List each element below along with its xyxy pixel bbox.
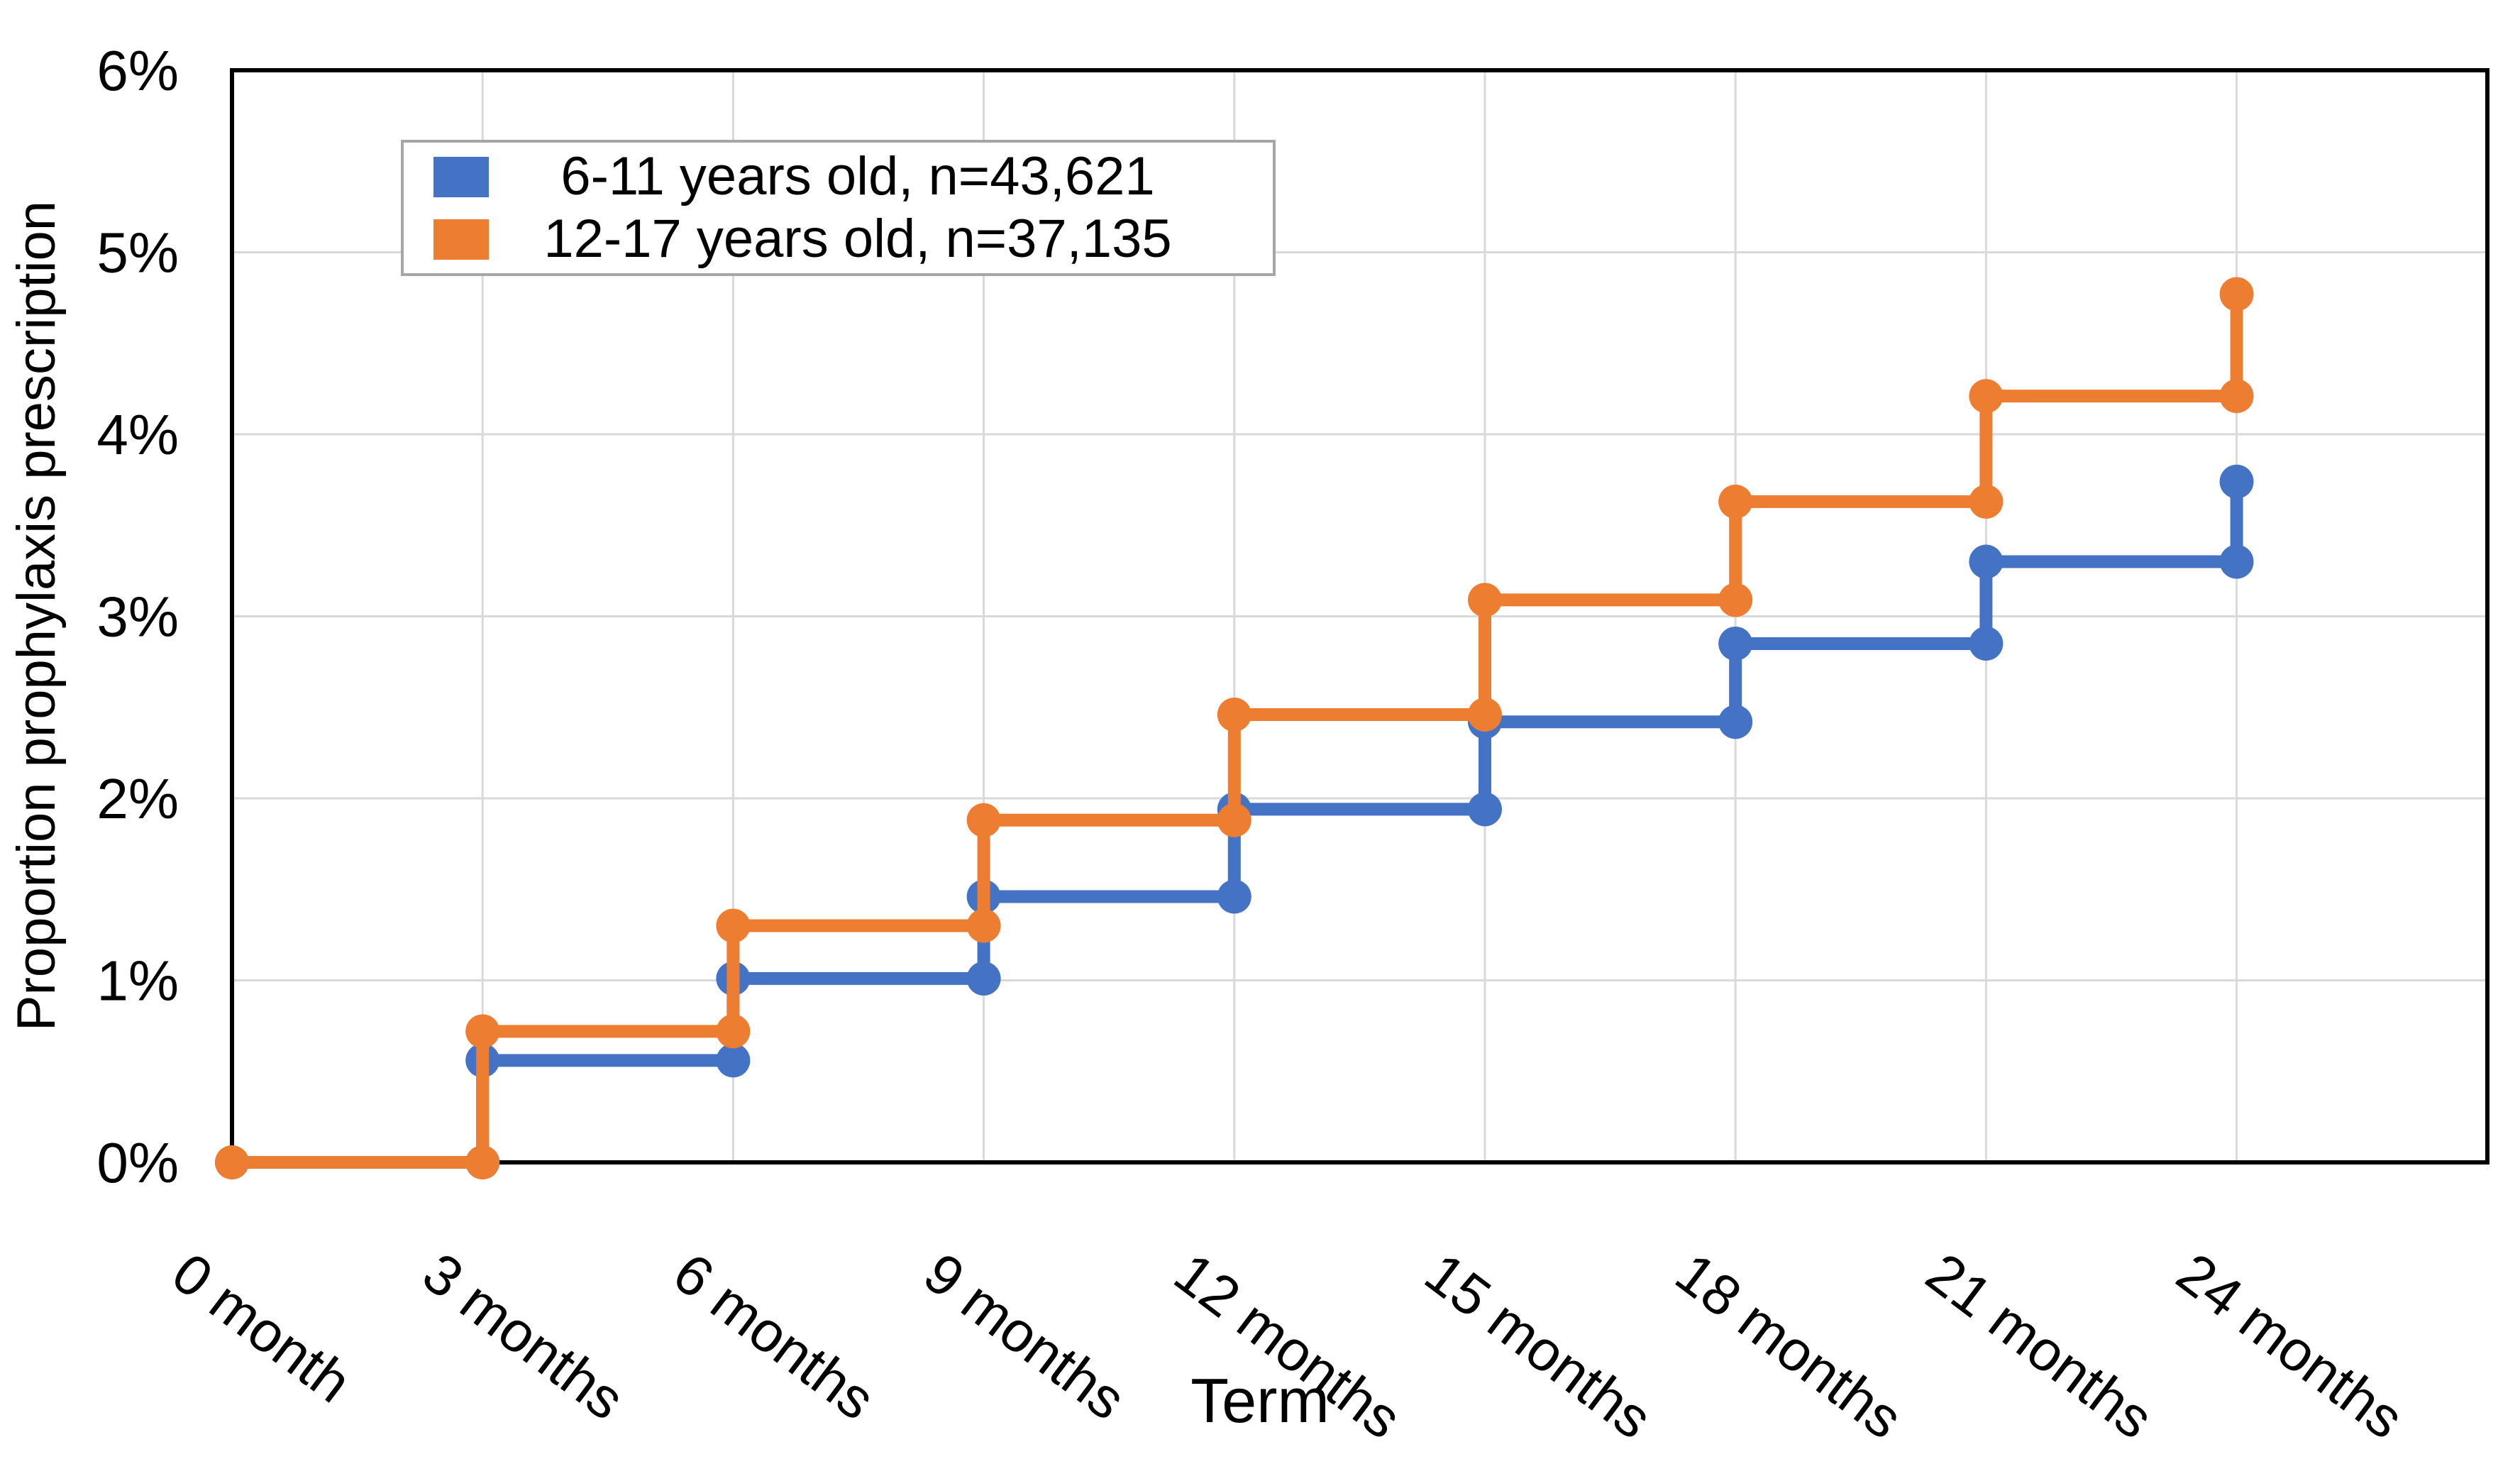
x-axis-title: Term <box>1190 1365 1330 1436</box>
series-marker-1 <box>1718 583 1753 617</box>
series-marker-0 <box>1217 879 1251 914</box>
series-marker-1 <box>1969 484 2004 519</box>
y-tick-label: 1% <box>96 949 179 1013</box>
legend-item-12-17: 12-17 years old, n=37,135 <box>404 211 1273 268</box>
y-tick-label: 3% <box>96 585 179 649</box>
series-marker-1 <box>215 1145 249 1179</box>
series-marker-0 <box>1468 792 1502 827</box>
series-marker-1 <box>1217 698 1251 732</box>
series-marker-0 <box>1969 544 2004 579</box>
series-marker-0 <box>1718 705 1753 739</box>
series-marker-0 <box>1969 626 2004 661</box>
legend-label-12-17: 12-17 years old, n=37,135 <box>543 209 1172 269</box>
series-marker-1 <box>1217 803 1251 837</box>
series-marker-1 <box>716 1014 751 1049</box>
series-marker-1 <box>1468 583 1502 617</box>
series-marker-1 <box>966 908 1001 943</box>
series-marker-1 <box>2219 379 2254 414</box>
series-marker-0 <box>2219 464 2254 499</box>
y-tick-label: 5% <box>96 221 179 285</box>
legend: 6-11 years old, n=43,621 12-17 years old… <box>401 140 1276 276</box>
series-marker-1 <box>465 1014 500 1049</box>
series-marker-1 <box>1718 484 1753 519</box>
series-marker-1 <box>465 1145 500 1179</box>
series-marker-0 <box>2219 544 2254 579</box>
legend-label-6-11: 6-11 years old, n=43,621 <box>560 146 1155 207</box>
y-tick-label: 0% <box>96 1131 179 1194</box>
series-marker-0 <box>966 961 1001 996</box>
series-marker-1 <box>2219 277 2254 312</box>
y-tick-label: 2% <box>96 767 179 830</box>
series-marker-1 <box>716 908 751 943</box>
legend-item-6-11: 6-11 years old, n=43,621 <box>404 148 1273 205</box>
series-marker-0 <box>1718 626 1753 661</box>
plot-border <box>230 68 2489 1165</box>
y-tick-label: 6% <box>96 39 179 102</box>
legend-swatch-6-11-icon <box>433 156 489 197</box>
series-marker-1 <box>1468 698 1502 732</box>
y-tick-label: 4% <box>96 403 179 466</box>
series-marker-0 <box>716 1043 751 1078</box>
legend-swatch-12-17-icon <box>433 219 489 260</box>
series-marker-1 <box>1969 379 2004 414</box>
series-marker-1 <box>966 803 1001 837</box>
y-axis-title: Proportion prophylaxis prescription <box>6 200 67 1032</box>
